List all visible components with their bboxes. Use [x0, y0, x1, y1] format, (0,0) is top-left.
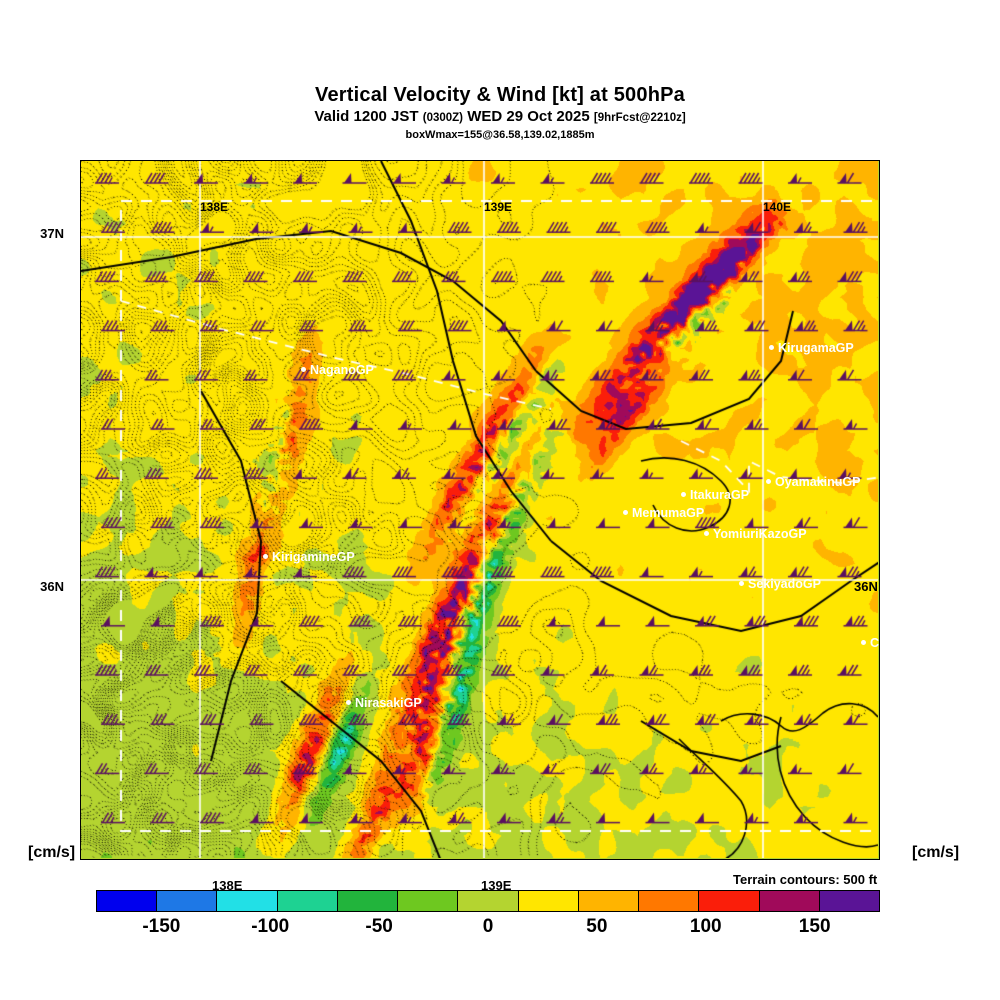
station-label-memumagp[interactable]: MemumaGP [623, 506, 704, 520]
colorbar-band-5 [398, 891, 459, 911]
colorbar-band-0 [97, 891, 158, 911]
valid-time: Valid 1200 JST [314, 108, 419, 125]
lat-label-36n-right: 36N [854, 579, 878, 594]
station-name: SekiyadoGP [748, 577, 821, 591]
colorbar-band-3 [277, 891, 338, 911]
title-subtitle: Valid 1200 JST (0300Z) WED 29 Oct 2025 [… [0, 107, 1000, 128]
colorbar-tick--100: -100 [251, 916, 290, 937]
colorbar-band-2 [217, 891, 278, 911]
page-title: Vertical Velocity & Wind [kt] at 500hPa [315, 84, 685, 106]
box-wmax-note: boxWmax=155@36.58,139.02,1885m [405, 129, 595, 141]
station-label-oyamakinugp[interactable]: OyamakinuGP [766, 475, 860, 489]
valid-date: WED 29 Oct 2025 [467, 108, 590, 125]
colorbar-band-10 [699, 891, 760, 911]
colorbar-tick--50: -50 [365, 916, 393, 937]
inmap-lon-label-0: 138E [200, 200, 229, 214]
terrain-contour-note: Terrain contours: 500 ft [733, 872, 878, 887]
colorbar-band-12 [819, 891, 880, 911]
lon-label-138e-bottom: 138E [212, 878, 243, 893]
station-name: NaganoGP [310, 363, 374, 377]
colorbar-band-6 [458, 891, 519, 911]
station-marker-icon [301, 367, 306, 373]
station-label-itakuragp[interactable]: ItakuraGP [681, 488, 749, 502]
lon-label-139e-bottom: 139E [481, 878, 512, 893]
station-marker-icon [766, 479, 771, 485]
colorbar-tick-100: 100 [689, 916, 722, 937]
station-label-yomiurikazogp[interactable]: YomiuriKazoGP [704, 527, 807, 541]
units-left: [cm/s] [28, 844, 76, 861]
colorbar-band-4 [337, 891, 399, 911]
station-marker-icon [346, 700, 351, 706]
station-name: Chitose [870, 636, 880, 650]
colorbar-band-1 [157, 891, 218, 911]
station-label-chitose[interactable]: Chitose [861, 636, 880, 650]
station-name: MemumaGP [632, 506, 705, 520]
lat-label-37n-left: 37N [40, 226, 64, 241]
lat-label-36n-left: 36N [40, 579, 64, 594]
utc-time: (0300Z) [422, 112, 464, 124]
station-name: KirugamaGP [778, 341, 854, 355]
colorbar-tick-labels: -150 -100 -50 0 50 100 150 [96, 916, 880, 942]
station-name: YomiuriKazoGP [713, 527, 807, 541]
station-name: OyamakinuGP [775, 475, 861, 489]
colorbar-tick-0: 0 [482, 916, 494, 937]
inmap-lon-label-1: 139E [484, 200, 513, 214]
station-label-sekiyadogp[interactable]: SekiyadoGP [739, 577, 821, 591]
station-label-kirigaminegp[interactable]: KirigamineGP [263, 550, 355, 564]
station-marker-icon [263, 554, 268, 560]
colorbar[interactable] [96, 890, 880, 912]
weather-map-canvas[interactable] [81, 161, 878, 858]
station-label-naganogp[interactable]: NaganoGP [301, 363, 374, 377]
station-marker-icon [681, 492, 686, 498]
station-marker-icon [769, 345, 774, 351]
station-label-nirasakigp[interactable]: NirasakiGP [346, 696, 422, 710]
colorbar-tick--150: -150 [142, 916, 181, 937]
colorbar-tick-150: 150 [798, 916, 831, 937]
inmap-lon-label-2: 140E [763, 200, 792, 214]
title-block: Vertical Velocity & Wind [kt] at 500hPa … [0, 84, 1000, 142]
station-marker-icon [623, 510, 628, 516]
station-label-kirugamagp[interactable]: KirugamaGP [769, 341, 854, 355]
colorbar-band-7 [518, 891, 579, 911]
station-name: ItakuraGP [690, 488, 750, 502]
station-marker-icon [861, 640, 866, 646]
station-marker-icon [739, 581, 744, 587]
colorbar-band-11 [759, 891, 820, 911]
station-name: NirasakiGP [355, 696, 422, 710]
map-panel[interactable]: NaganoGP KirugamaGP OyamakinuGP ItakuraGP Me… [80, 160, 880, 860]
station-marker-icon [704, 531, 709, 537]
forecast-tag: [9hrFcst@2210z] [593, 112, 686, 124]
units-right: [cm/s] [912, 844, 960, 861]
station-name: KirigamineGP [272, 550, 355, 564]
colorbar-tick-50: 50 [586, 916, 608, 937]
colorbar-band-9 [639, 891, 700, 911]
colorbar-band-8 [578, 891, 640, 911]
